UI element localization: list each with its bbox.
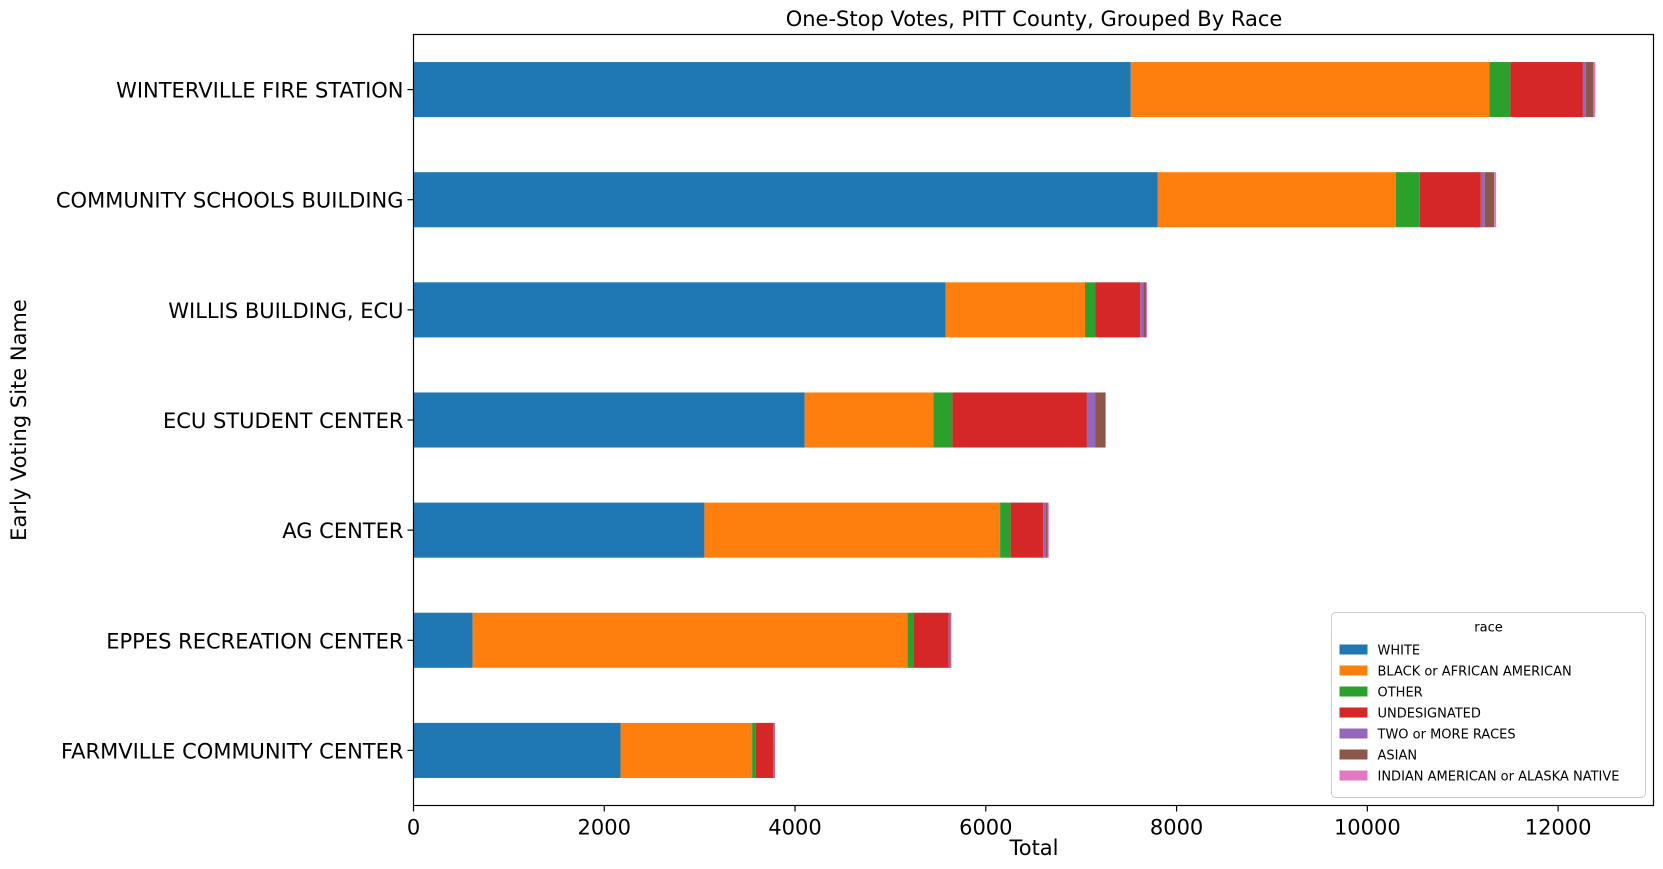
bar-segment <box>413 722 621 778</box>
legend-swatch <box>1339 644 1368 655</box>
bar-segment <box>1000 502 1011 558</box>
bar-segment <box>913 612 949 668</box>
x-ticks-layer: 0 2000 4000 6000 8000 10000 12000 <box>407 805 1592 840</box>
x-tick-label: 10000 <box>1334 816 1401 840</box>
legend-swatch <box>1339 749 1368 760</box>
chart-title: One-Stop Votes, PITT County, Grouped By … <box>786 7 1283 31</box>
bar-segment <box>773 722 775 778</box>
y-tick-label: COMMUNITY SCHOOLS BUILDING <box>56 189 404 213</box>
bar-segment <box>950 612 952 668</box>
y-tick-label: EPPES RECREATION CENTER <box>106 629 403 653</box>
bar-segment <box>1043 502 1046 558</box>
bar-segment <box>413 172 1158 228</box>
x-tick-label: 8000 <box>1150 816 1203 840</box>
x-tick-label: 4000 <box>768 816 821 840</box>
x-tick-label: 2000 <box>578 816 631 840</box>
bar-segment <box>1582 62 1586 118</box>
legend-swatch <box>1339 770 1368 781</box>
bar-segment <box>472 612 908 668</box>
bar-segment <box>949 612 951 668</box>
bar-segment <box>413 612 473 668</box>
bar-segment <box>804 392 934 448</box>
legend-label: TWO or MORE RACES <box>1377 728 1516 743</box>
y-ticks-layer: WINTERVILLE FIRE STATION COMMUNITY SCHOOL… <box>56 79 414 763</box>
bar-segment <box>1140 282 1144 338</box>
bar-segment <box>704 502 1001 558</box>
bar-segment <box>952 392 1087 448</box>
bars-layer <box>413 62 1596 778</box>
bar-segment <box>1130 62 1490 118</box>
y-tick-label: AG CENTER <box>282 519 403 543</box>
legend-swatch <box>1339 707 1368 718</box>
legend: race WHITE BLACK or AFRICAN AMERICAN OTHER U… <box>1331 612 1646 798</box>
bar-segment <box>1489 62 1511 118</box>
x-tick-label: 12000 <box>1525 816 1592 840</box>
legend-label: OTHER <box>1378 686 1423 701</box>
legend-label: INDIAN AMERICAN or ALASKA NATIVE <box>1378 770 1620 785</box>
y-tick-label: FARMVILLE COMMUNITY CENTER <box>61 739 404 763</box>
bar-segment <box>907 612 914 668</box>
bar-segment <box>933 392 953 448</box>
bar-segment <box>413 502 705 558</box>
bar-segment <box>1585 62 1594 118</box>
bar-segment <box>752 722 756 778</box>
legend-label: UNDESIGNATED <box>1378 707 1481 722</box>
bar-segment <box>1395 172 1420 228</box>
plot-frame <box>412 33 1655 807</box>
bar-segment <box>1419 172 1481 228</box>
bar-segment <box>1010 502 1044 558</box>
x-axis-label: Total <box>1008 836 1058 860</box>
bar-segment <box>1157 172 1396 228</box>
bar-segment <box>1494 172 1497 228</box>
legend-label: ASIAN <box>1378 749 1418 764</box>
legend-box <box>1331 612 1646 798</box>
bar-segment <box>1095 282 1141 338</box>
y-tick-label: WINTERVILLE FIRE STATION <box>116 79 403 103</box>
bar-segment <box>1045 502 1048 558</box>
y-axis-label: Early Voting Site Name <box>7 299 31 541</box>
bar-segment <box>945 282 1086 338</box>
x-tick-label: 6000 <box>959 816 1012 840</box>
legend-swatch <box>1339 728 1368 739</box>
bar-segment <box>948 612 950 668</box>
y-tick-label: ECU STUDENT CENTER <box>163 409 404 433</box>
bar-segment <box>413 282 946 338</box>
legend-swatch <box>1339 686 1368 697</box>
bar-segment <box>413 392 805 448</box>
bar-segment <box>755 722 774 778</box>
bar-segment <box>1593 62 1596 118</box>
bar-segment <box>1484 172 1495 228</box>
bar-segment <box>1143 282 1147 338</box>
bar-segment <box>1085 282 1096 338</box>
legend-label: BLACK or AFRICAN AMERICAN <box>1378 665 1572 680</box>
bar-segment <box>1480 172 1485 228</box>
bar-segment <box>1086 392 1096 448</box>
bar-segment <box>1105 392 1106 448</box>
bar-segment <box>413 62 1131 118</box>
x-tick-label: 0 <box>407 816 420 840</box>
legend-title: race <box>1474 621 1502 636</box>
legend-swatch <box>1339 665 1368 676</box>
legend-label: WHITE <box>1378 644 1421 659</box>
bar-segment <box>1095 392 1106 448</box>
bar-segment <box>620 722 753 778</box>
y-tick-label: WILLIS BUILDING, ECU <box>168 299 403 323</box>
bar-segment <box>1510 62 1583 118</box>
bar-segment <box>1146 282 1148 338</box>
bar-segment <box>1047 502 1049 558</box>
